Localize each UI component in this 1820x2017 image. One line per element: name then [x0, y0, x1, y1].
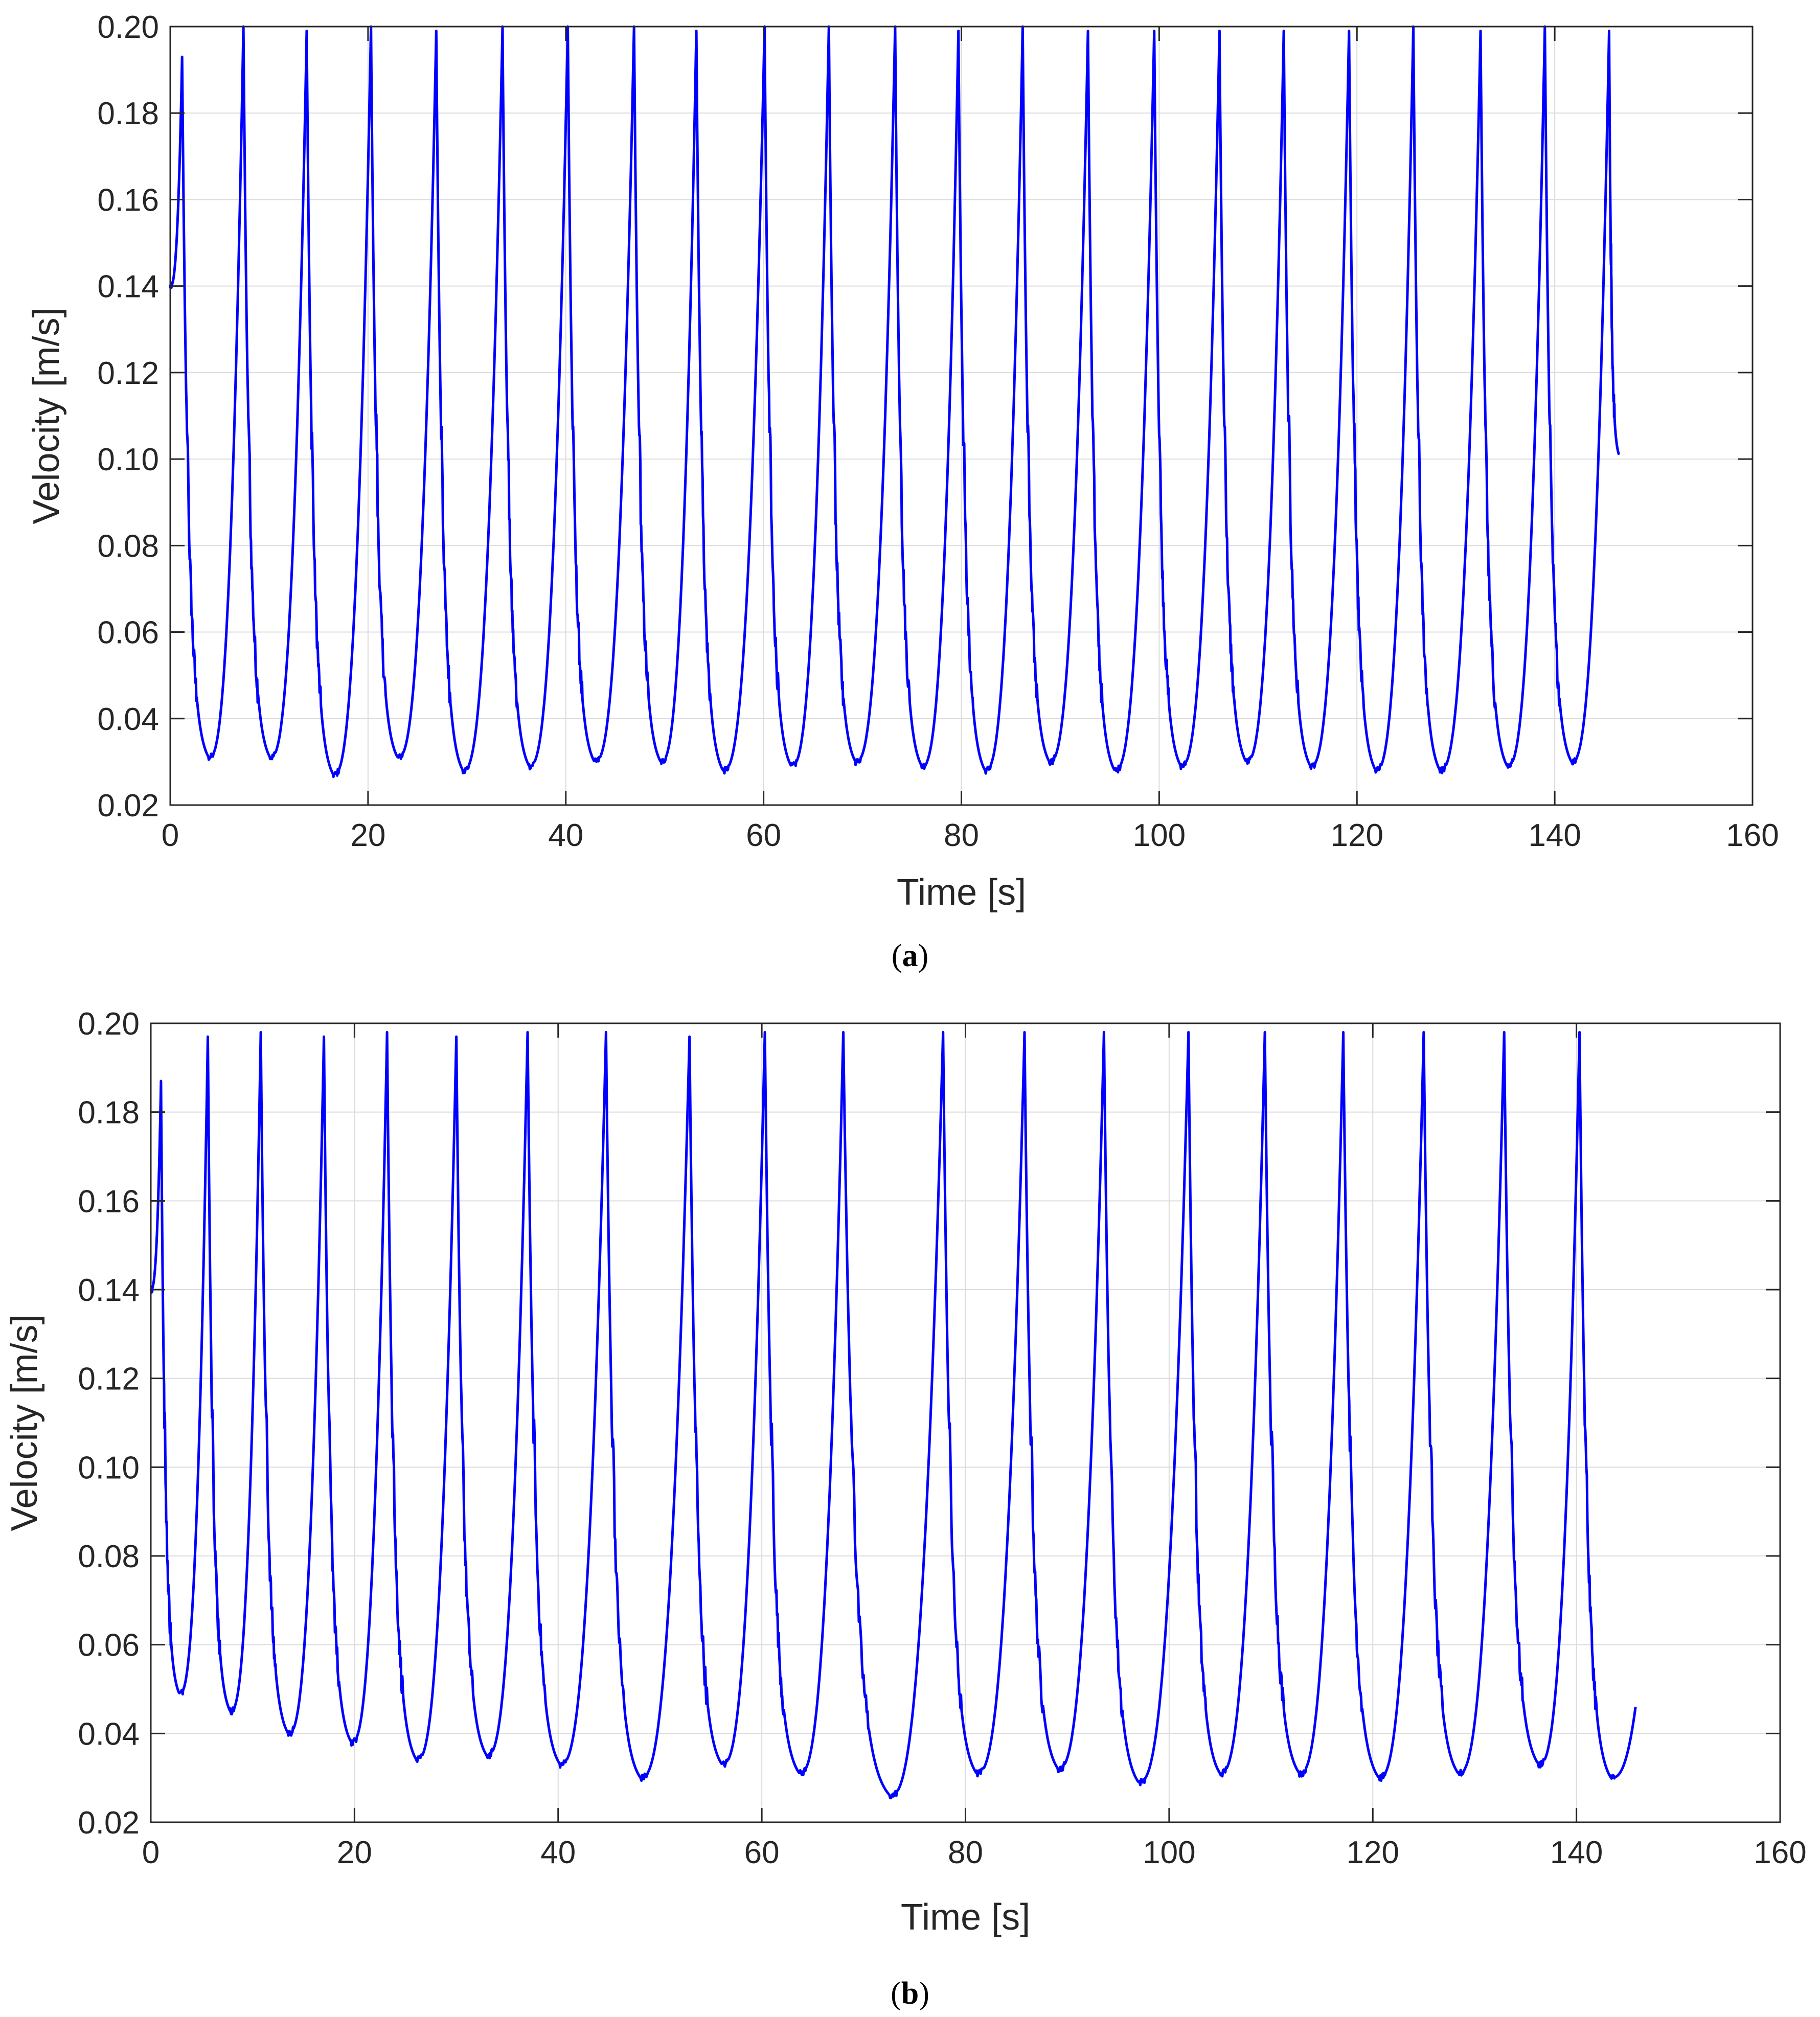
y-tick-label: 0.14: [78, 1273, 140, 1308]
y-tick-label: 0.14: [97, 269, 159, 305]
x-tick-label: 100: [1143, 1835, 1195, 1870]
y-tick-label: 0.02: [97, 788, 159, 823]
velocity-series-line: [169, 25, 1621, 778]
y-tick-label: 0.10: [78, 1450, 140, 1485]
y-tick-label: 0.20: [97, 10, 159, 45]
y-axis-label: Velocity [m/s]: [4, 1314, 45, 1531]
velocity-series-line: [149, 1030, 1637, 1800]
x-axis-label: Time [s]: [901, 1897, 1030, 1938]
x-tick-label: 120: [1331, 818, 1383, 853]
y-tick-label: 0.04: [78, 1716, 140, 1752]
x-tick-label: 40: [540, 1835, 576, 1870]
x-tick-label: 160: [1726, 818, 1779, 853]
y-tick-label: 0.20: [78, 1006, 140, 1042]
x-tick-label: 20: [337, 1835, 372, 1870]
y-tick-label: 0.06: [97, 615, 159, 651]
x-tick-label: 120: [1347, 1835, 1399, 1870]
x-tick-label: 0: [142, 1835, 160, 1870]
y-tick-label: 0.16: [78, 1184, 140, 1219]
y-axis-label: Velocity [m/s]: [26, 307, 67, 524]
chart-panel-a: 0 20 40 60 80 100 120 140 160 0.02 0.04 0.06 0.08 0.1…: [26, 10, 1779, 913]
y-tick-label: 0.02: [78, 1805, 140, 1841]
y-tick-label: 0.10: [97, 442, 159, 477]
y-tick-label: 0.12: [97, 356, 159, 391]
chart-panel-b: 0 20 40 60 80 100 120 140 160 0.02 0.04 0.06 0.08 0.1…: [4, 1006, 1807, 1938]
panel-label-b: (b): [891, 1976, 929, 2011]
x-tick-label: 60: [746, 818, 781, 853]
x-axis-label: Time [s]: [897, 872, 1026, 913]
x-tick-label: 40: [548, 818, 583, 853]
x-tick-label: 140: [1550, 1835, 1603, 1870]
x-tick-label: 80: [944, 818, 979, 853]
x-tick-label: 60: [744, 1835, 780, 1870]
x-tick-label: 20: [350, 818, 385, 853]
y-tick-label: 0.06: [78, 1628, 140, 1663]
x-tick-label: 80: [948, 1835, 983, 1870]
x-tick-label: 0: [162, 818, 179, 853]
x-tick-label: 160: [1754, 1835, 1806, 1870]
y-tick-label: 0.04: [97, 702, 159, 737]
y-tick-label: 0.08: [78, 1539, 140, 1574]
y-tick-label: 0.18: [97, 96, 159, 131]
y-tick-label: 0.18: [78, 1095, 140, 1131]
x-tick-label: 100: [1133, 818, 1186, 853]
panel-label-a: (a): [891, 938, 929, 973]
y-tick-label: 0.16: [97, 182, 159, 218]
x-tick-label: 140: [1528, 818, 1581, 853]
y-tick-label: 0.08: [97, 529, 159, 564]
y-tick-label: 0.12: [78, 1362, 140, 1397]
